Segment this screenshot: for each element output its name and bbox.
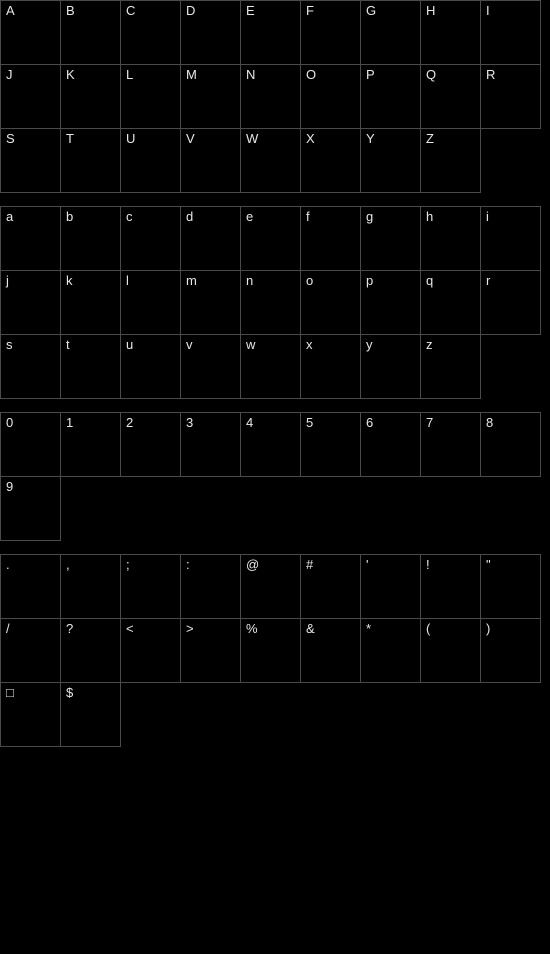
char-cell: f	[300, 206, 361, 271]
char-cell: 3	[180, 412, 241, 477]
char-cell: .	[0, 554, 61, 619]
char-cell: 2	[120, 412, 181, 477]
char-cell: P	[360, 64, 421, 129]
char-cell: $	[60, 682, 121, 747]
char-cell: L	[120, 64, 181, 129]
char-cell: 5	[300, 412, 361, 477]
char-cell: >	[180, 618, 241, 683]
font-character-map: ABCDEFGHI JKLMNOPQR STUVWXYZabcdefghi jklmn…	[0, 0, 550, 748]
char-group-symbols: .,;:@#'!" /?<>%&*() □$	[1, 555, 550, 747]
char-cell: 1	[60, 412, 121, 477]
char-cell: W	[240, 128, 301, 193]
char-cell: 7	[420, 412, 481, 477]
char-cell: 8	[480, 412, 541, 477]
char-cell: I	[480, 0, 541, 65]
char-cell: k	[60, 270, 121, 335]
char-cell: E	[240, 0, 301, 65]
char-cell: q	[420, 270, 481, 335]
char-cell: a	[0, 206, 61, 271]
char-cell: U	[120, 128, 181, 193]
char-cell: !	[420, 554, 481, 619]
char-cell: A	[0, 0, 61, 65]
char-cell: s	[0, 334, 61, 399]
char-cell: Z	[420, 128, 481, 193]
char-cell: :	[180, 554, 241, 619]
char-cell: w	[240, 334, 301, 399]
char-cell: m	[180, 270, 241, 335]
char-cell: v	[180, 334, 241, 399]
char-cell: i	[480, 206, 541, 271]
char-group-digits: 012345678 9	[1, 413, 550, 541]
char-cell: ,	[60, 554, 121, 619]
char-cell: R	[480, 64, 541, 129]
char-group-uppercase: ABCDEFGHI JKLMNOPQR STUVWXYZ	[1, 1, 550, 193]
char-cell: N	[240, 64, 301, 129]
char-cell: t	[60, 334, 121, 399]
char-group-lowercase: abcdefghi jklmnopqr stuvwxyz	[1, 207, 550, 399]
char-cell: o	[300, 270, 361, 335]
char-cell: /	[0, 618, 61, 683]
char-cell: H	[420, 0, 481, 65]
char-cell: 9	[0, 476, 61, 541]
char-cell: %	[240, 618, 301, 683]
char-cell: G	[360, 0, 421, 65]
char-cell: j	[0, 270, 61, 335]
char-cell: F	[300, 0, 361, 65]
char-cell: z	[420, 334, 481, 399]
char-cell: r	[480, 270, 541, 335]
char-cell: n	[240, 270, 301, 335]
char-cell: @	[240, 554, 301, 619]
char-cell: *	[360, 618, 421, 683]
char-cell: 4	[240, 412, 301, 477]
char-cell: M	[180, 64, 241, 129]
char-cell: y	[360, 334, 421, 399]
char-cell: x	[300, 334, 361, 399]
char-cell: g	[360, 206, 421, 271]
char-cell: 0	[0, 412, 61, 477]
char-cell: &	[300, 618, 361, 683]
char-cell: #	[300, 554, 361, 619]
char-cell: p	[360, 270, 421, 335]
char-cell: T	[60, 128, 121, 193]
char-cell: u	[120, 334, 181, 399]
char-cell: Y	[360, 128, 421, 193]
char-cell: Q	[420, 64, 481, 129]
char-cell: K	[60, 64, 121, 129]
char-cell: S	[0, 128, 61, 193]
char-cell: □	[0, 682, 61, 747]
char-cell: l	[120, 270, 181, 335]
char-cell: X	[300, 128, 361, 193]
char-cell: ;	[120, 554, 181, 619]
char-cell: D	[180, 0, 241, 65]
char-cell: d	[180, 206, 241, 271]
char-cell: J	[0, 64, 61, 129]
char-cell: '	[360, 554, 421, 619]
char-cell: )	[480, 618, 541, 683]
char-cell: C	[120, 0, 181, 65]
char-cell: ?	[60, 618, 121, 683]
char-cell: O	[300, 64, 361, 129]
char-cell: e	[240, 206, 301, 271]
char-cell: (	[420, 618, 481, 683]
char-cell: 6	[360, 412, 421, 477]
char-cell: V	[180, 128, 241, 193]
char-cell: B	[60, 0, 121, 65]
char-cell: c	[120, 206, 181, 271]
char-cell: <	[120, 618, 181, 683]
char-cell: "	[480, 554, 541, 619]
char-cell: h	[420, 206, 481, 271]
char-cell: b	[60, 206, 121, 271]
